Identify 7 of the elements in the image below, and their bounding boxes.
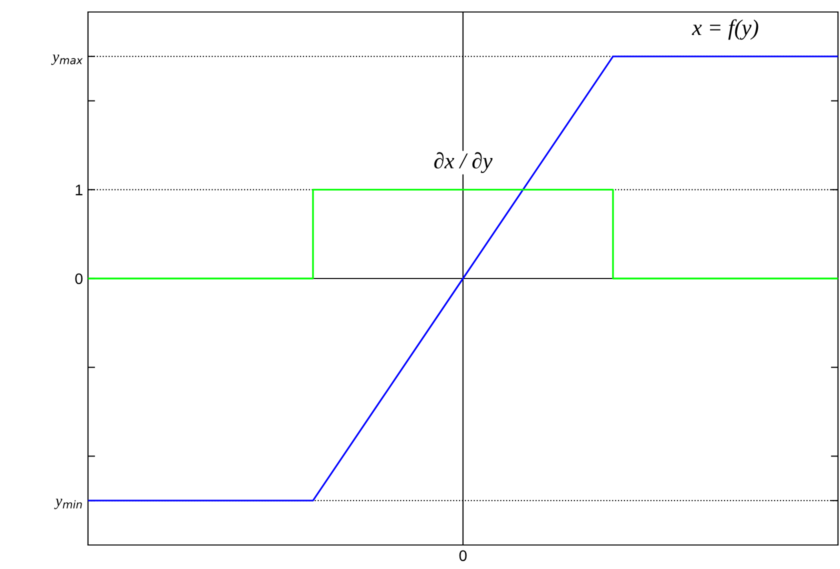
line-series [88, 56, 838, 502]
y-tick-label: 0 [75, 273, 83, 284]
series-label: ∂x / ∂y [434, 152, 492, 173]
y-tick-label: y$_{max}$ [51, 54, 83, 65]
y-tick-label: 1 [76, 184, 82, 196]
series-label: x = f(y) [692, 19, 758, 40]
y-tick-label: y$_{min}$ [54, 498, 82, 510]
